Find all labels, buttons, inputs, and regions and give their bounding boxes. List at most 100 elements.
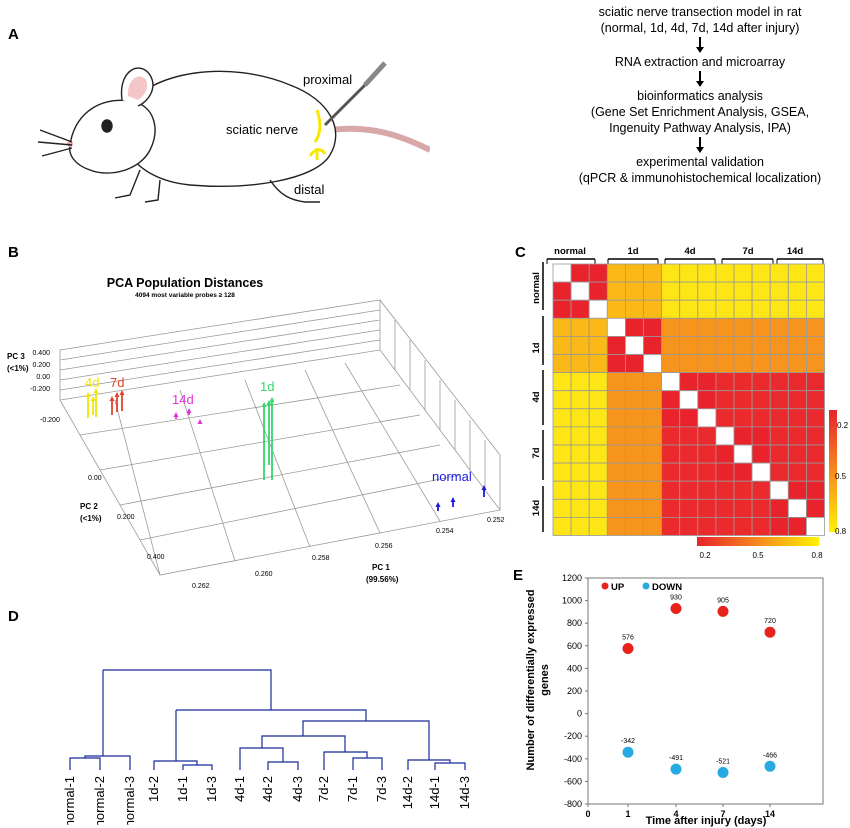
heatmap-cell [570,299,590,319]
heatmap-cell [769,408,789,428]
deg-scatter-chart: Number of differentially expressed genes… [525,573,824,827]
y-tick-label: 1000 [562,596,582,606]
heatmap-cell [570,354,590,374]
point-down-day-7 [717,766,729,778]
heatmap-cell [606,408,626,428]
heatmap-cell [715,480,735,500]
dendrogram-leaf-7d-3: 7d-3 [374,776,389,802]
flow-arrow-2 [555,70,845,88]
heatmap-cell [751,408,771,428]
heatmap-cell [733,462,753,482]
pc1-tick-5: 0.252 [487,517,505,524]
pc1-tick-0: 0.262 [192,583,210,590]
heatmap-cell [625,281,644,301]
heatmap-cell [769,336,789,355]
legend-down-marker [642,582,650,590]
heatmap-cell [606,462,626,482]
point-label-up-day-7: 905 [717,597,729,604]
heatmap-cell [679,480,699,500]
heatmap-cell [552,354,572,374]
x-tick-label: 0 [585,809,590,819]
heatmap-cell [751,480,771,500]
heatmap-scale-right [829,410,837,532]
heatmap-cell [787,372,807,392]
dendrogram-leaf-1d-2: 1d-2 [146,776,161,802]
heatmap-cell [751,354,771,374]
dendrogram: normal-1 normal-2 normal-3 1d-2 1d-1 1d-3 4d-1… [62,669,472,825]
heatmap-cell [769,444,789,464]
heatmap-cell [769,390,789,410]
heatmap-cell [769,516,789,536]
heatmap-cell [787,263,807,283]
heatmap-cell [661,462,681,482]
heatmap-cell [679,263,699,283]
heatmap-cell [661,317,681,337]
heatmap-cell [606,444,626,464]
heatmap-cell [715,498,735,518]
y-tick-label: -200 [564,731,582,741]
pc3-sub: (<1%) [7,364,29,373]
heatmap-cell [751,372,771,392]
legend-down-label: DOWN [652,582,682,593]
heatmap-cell [697,336,717,355]
flow-step-1: sciatic nerve transection model in rat [598,5,802,19]
heatmap-cell [552,281,572,301]
heatmap-cell [715,390,735,410]
heatmap-cell [787,444,807,464]
dendrogram-leaf-14d-1: 14d-1 [427,776,442,809]
heatmap-cell [552,317,572,337]
heatmap-cell [625,462,644,482]
heatmap-cell [751,390,771,410]
pc2-sub: (<1%) [80,514,102,523]
heatmap-cell [787,390,807,410]
heatmap-cell [733,299,753,319]
pca-sample-7d-2 [114,392,120,412]
flow-step-3c: Ingenuity Pathway Analysis, IPA) [609,121,791,135]
heatmap-cell [661,390,681,410]
heatmap-cell [606,354,626,374]
heatmap-cell [715,317,735,337]
heatmap-cell [679,462,699,482]
heatmap-cell [570,336,590,355]
heatmap-cell [606,299,626,319]
heatmap-cell [625,372,644,392]
heatmap-col-header-1: 1d [627,246,638,257]
heatmap-cell [805,336,825,355]
heatmap-cell [625,444,644,464]
heatmap-cell [733,444,753,464]
heatmap-cell [606,372,626,392]
heatmap-cell [697,408,717,428]
y-axis-label-line1: Number of differentially expressed [525,590,537,771]
pc1-tick-3: 0.256 [375,543,393,550]
point-down-day-4 [670,763,682,775]
heatmap-cell [625,263,644,283]
pc2-tick-2: 0.200 [117,514,135,521]
pc1-tick-1: 0.260 [255,571,273,578]
x-tick-label: 4 [673,809,678,819]
heatmap-cell [751,444,771,464]
pca-label-normal: normal [432,469,472,484]
heatmap-cell [751,426,771,446]
pca-samples [85,388,487,511]
heatmap-cell [588,281,608,301]
heatmap-cell [552,408,572,428]
heatmap-cell [769,372,789,392]
heatmap-cells [552,263,825,536]
heatmap-cell [733,263,753,283]
heatmap-cell [805,263,825,283]
heatmap-cell [661,354,681,374]
heatmap-cell [552,336,572,355]
legend-up-marker [601,582,609,590]
point-up-day-1 [622,643,634,655]
heatmap-cell [643,317,663,337]
heatmap-cell [679,498,699,518]
heatmap-cell [570,408,590,428]
heatmap-cell [697,444,717,464]
point-label-up-day-14: 720 [764,618,776,625]
heatmap-cell [570,317,590,337]
heatmap-cell [805,498,825,518]
heatmap-cell [805,299,825,319]
heatmap-cell [570,498,590,518]
heatmap-row-header-2: 4d [531,391,542,402]
heatmap-cell [643,372,663,392]
